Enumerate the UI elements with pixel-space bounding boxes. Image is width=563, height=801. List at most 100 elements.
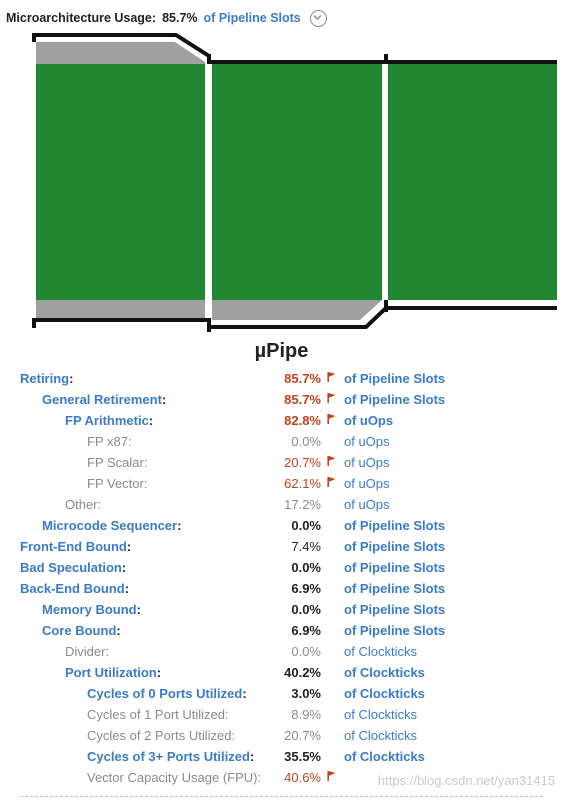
metric-row: General Retirement: 85.7% of Pipeline Slot… xyxy=(0,389,563,410)
metric-unit: of uOps xyxy=(344,434,390,449)
metric-row: Port Utilization: 40.2% of Clockticks xyxy=(0,662,563,683)
metric-row: Vector Capacity Usage (FPU): 40.6% xyxy=(0,767,563,788)
pipe-outline-bottom xyxy=(209,306,557,329)
bottom-separator xyxy=(20,796,543,797)
metric-value: 0.0% xyxy=(291,518,321,533)
metric-name-link[interactable]: Memory Bound: xyxy=(42,602,141,617)
pipe-outline-top xyxy=(32,33,557,64)
metric-name-link[interactable]: Vector Capacity Usage (FPU): xyxy=(87,770,261,785)
metric-value: 0.0% xyxy=(291,560,321,575)
metric-name: Back-End Bound xyxy=(20,581,125,596)
upipe-diagram xyxy=(32,33,557,332)
metric-unit: of Clockticks xyxy=(344,644,417,659)
metric-name-link[interactable]: FP Vector: xyxy=(87,476,147,491)
metric-colon: : xyxy=(69,371,74,386)
metric-unit: of Pipeline Slots xyxy=(344,581,446,596)
metric-name-link[interactable]: Bad Speculation: xyxy=(20,560,126,575)
metric-row: Microcode Sequencer: 0.0% of Pipeline Slot… xyxy=(0,515,563,536)
header-value: 85.7% xyxy=(162,11,198,25)
metric-name-link[interactable]: Core Bound: xyxy=(42,623,121,638)
metric-name-link[interactable]: FP Scalar: xyxy=(87,455,147,470)
flag-icon xyxy=(327,392,336,407)
metric-colon: : xyxy=(156,665,162,680)
metric-unit: of uOps xyxy=(344,476,390,491)
pipe-outline-bottom xyxy=(32,318,211,332)
metric-colon: : xyxy=(127,434,132,449)
metric-name: Bad Speculation xyxy=(20,560,122,575)
metric-unit: of Clockticks xyxy=(344,665,425,680)
microarchitecture-usage-header: Microarchitecture Usage: 85.7% of Pipeli… xyxy=(6,8,327,28)
metric-unit: of Pipeline Slots xyxy=(344,518,446,533)
metric-colon: : xyxy=(116,623,121,638)
metric-row: Cycles of 1 Port Utilized: 8.9% of Clockti… xyxy=(0,704,563,725)
metric-value: 35.5% xyxy=(284,749,321,764)
metric-colon: : xyxy=(257,770,262,785)
retiring-bar xyxy=(388,64,557,300)
metric-name: Retiring xyxy=(20,371,70,386)
metric-name-link[interactable]: Back-End Bound: xyxy=(20,581,129,596)
metric-name-link[interactable]: Port Utilization: xyxy=(65,665,161,680)
frontend-bound-area xyxy=(36,42,205,64)
metric-value: 40.2% xyxy=(284,665,321,680)
metric-name-link[interactable]: Retiring: xyxy=(20,371,73,386)
metric-unit: of Clockticks xyxy=(344,728,417,743)
metric-value: 8.9% xyxy=(291,707,321,722)
metric-row: FP Arithmetic: 82.8% of uOps xyxy=(0,410,563,431)
metric-row: Core Bound: 6.9% of Pipeline Slots xyxy=(0,620,563,641)
metric-name: FP Scalar xyxy=(87,455,144,470)
metric-value: 20.7% xyxy=(284,455,321,470)
metric-row: FP Scalar: 20.7% of uOps xyxy=(0,452,563,473)
metric-colon: : xyxy=(148,413,154,428)
metric-name-link[interactable]: Cycles of 0 Ports Utilized: xyxy=(87,686,247,701)
backend-bound-area xyxy=(36,300,205,320)
metric-unit: of Pipeline Slots xyxy=(344,392,446,407)
metric-name-link[interactable]: FP Arithmetic: xyxy=(65,413,153,428)
upipe-title: µPipe xyxy=(254,340,309,362)
metric-row: FP Vector: 62.1% of uOps xyxy=(0,473,563,494)
metric-unit: of Clockticks xyxy=(344,686,425,701)
flag-icon xyxy=(327,476,336,491)
metric-unit: of Clockticks xyxy=(344,749,425,764)
metric-colon: : xyxy=(225,707,229,722)
metric-row: Cycles of 3+ Ports Utilized: 35.5% of Cloc… xyxy=(0,746,563,767)
metric-name: Vector Capacity Usage (FPU) xyxy=(87,770,258,785)
metric-unit: of Pipeline Slots xyxy=(344,539,446,554)
metric-unit: of uOps xyxy=(344,497,390,512)
watermark-text: https://blog.csdn.net/yan31415 xyxy=(377,773,555,788)
metric-name: Front-End Bound xyxy=(20,539,127,554)
header-unit-link[interactable]: of Pipeline Slots xyxy=(203,11,301,25)
metric-name-link[interactable]: Divider: xyxy=(65,644,109,659)
metric-value: 0.0% xyxy=(291,644,321,659)
metric-row: Other: 17.2% of uOps xyxy=(0,494,563,515)
metric-name-link[interactable]: Other: xyxy=(65,497,101,512)
metric-value: 85.7% xyxy=(284,392,321,407)
metric-name: Cycles of 1 Port Utilized xyxy=(87,707,225,722)
retiring-bar xyxy=(212,64,382,300)
metric-value: 3.0% xyxy=(291,686,321,701)
metric-colon: : xyxy=(124,581,130,596)
metric-name-link[interactable]: General Retirement: xyxy=(42,392,166,407)
metric-name-link[interactable]: Microcode Sequencer: xyxy=(42,518,181,533)
metric-unit: of Pipeline Slots xyxy=(344,602,446,617)
metric-row: FP x87: 0.0% of uOps xyxy=(0,431,563,452)
header-label: Microarchitecture Usage: xyxy=(6,11,157,25)
metric-colon: : xyxy=(249,749,255,764)
metric-name-link[interactable]: Cycles of 2 Ports Utilized: xyxy=(87,728,235,743)
chevron-down-icon[interactable] xyxy=(309,9,327,27)
metric-colon: : xyxy=(143,455,148,470)
metric-value: 0.0% xyxy=(291,434,321,449)
metric-name-link[interactable]: FP x87: xyxy=(87,434,132,449)
metric-name: General Retirement xyxy=(42,392,162,407)
metric-name-link[interactable]: Cycles of 3+ Ports Utilized: xyxy=(87,749,254,764)
metric-row: Memory Bound: 0.0% of Pipeline Slots xyxy=(0,599,563,620)
metric-unit: of Clockticks xyxy=(344,707,417,722)
retiring-bar xyxy=(36,64,205,300)
metric-unit: of uOps xyxy=(344,413,394,428)
metric-name-link[interactable]: Cycles of 1 Port Utilized: xyxy=(87,707,229,722)
metric-name: Cycles of 0 Ports Utilized xyxy=(87,686,243,701)
metric-name: FP Arithmetic xyxy=(65,413,149,428)
metric-name-link[interactable]: Front-End Bound: xyxy=(20,539,131,554)
metric-colon: : xyxy=(126,539,132,554)
metric-row: Back-End Bound: 6.9% of Pipeline Slots xyxy=(0,578,563,599)
metric-colon: : xyxy=(161,392,167,407)
